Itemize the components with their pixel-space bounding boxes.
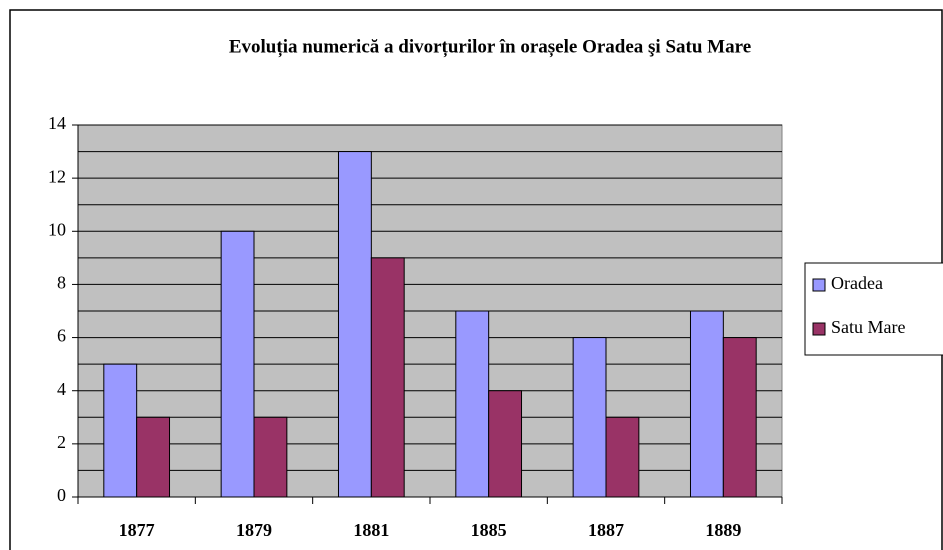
bar [689, 310, 724, 498]
legend-swatch [812, 322, 826, 336]
bar [455, 310, 490, 498]
y-tick-label: 12 [48, 166, 66, 186]
bar [103, 363, 138, 498]
y-tick-label: 14 [48, 113, 66, 133]
bar [572, 337, 607, 498]
x-tick-label: 1887 [588, 520, 624, 540]
x-tick-label: 1889 [705, 520, 741, 540]
x-tick-label: 1879 [236, 520, 272, 540]
legend-swatch [812, 278, 826, 292]
y-tick-label: 2 [57, 432, 66, 452]
y-tick-label: 10 [48, 219, 66, 239]
legend-label: Satu Mare [831, 317, 905, 337]
y-tick-label: 8 [57, 273, 66, 293]
bar [488, 390, 523, 498]
y-tick-label: 0 [57, 485, 66, 505]
y-tick-label: 6 [57, 326, 66, 346]
bar [605, 416, 640, 498]
bar [220, 230, 255, 498]
chart-title: Evoluția numerică a divorțurilor în oraș… [229, 36, 751, 57]
bar [337, 151, 372, 498]
bar [722, 337, 757, 498]
legend-label: Oradea [831, 273, 883, 293]
x-tick-label: 1877 [119, 520, 155, 540]
y-tick-label: 4 [57, 379, 66, 399]
bar [253, 416, 288, 498]
x-tick-label: 1885 [471, 520, 507, 540]
bar [136, 416, 171, 498]
bar [370, 257, 405, 498]
legend-box [804, 262, 943, 356]
x-tick-label: 1881 [353, 520, 389, 540]
